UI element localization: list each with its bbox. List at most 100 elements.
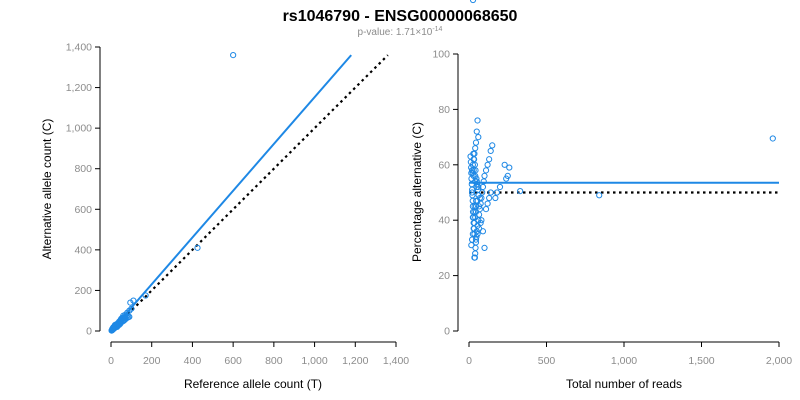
left-xtick-label: 600 bbox=[224, 355, 242, 367]
right-data-point bbox=[482, 167, 490, 174]
p-value-exponent: -14 bbox=[432, 26, 442, 33]
right-data-point bbox=[481, 172, 488, 179]
p-value-mantissa: 1.71×10 bbox=[396, 27, 433, 38]
left-xtick-group: 0 200 400 600 800 1,000 1,200 1,400 bbox=[108, 342, 409, 367]
left-ytick-label: 400 bbox=[74, 244, 92, 256]
left-data-point bbox=[126, 307, 133, 314]
left-ytick-label: 600 bbox=[74, 204, 92, 216]
right-data-point bbox=[474, 230, 481, 238]
right-chart: 0 20 40 60 80 100 0 500 1,000 1,500 2,000 Total n… bbox=[410, 0, 792, 391]
right-data-point bbox=[470, 150, 477, 157]
right-lines-group bbox=[469, 181, 779, 194]
right-data-point bbox=[484, 161, 491, 168]
right-data-point bbox=[506, 164, 513, 171]
left-ytick-label: 0 bbox=[86, 326, 92, 338]
right-data-point bbox=[473, 128, 480, 135]
left-xtick-label: 0 bbox=[108, 355, 114, 367]
left-xtick-label: 200 bbox=[143, 355, 161, 367]
right-ytick-label: 100 bbox=[432, 49, 450, 61]
right-data-point bbox=[469, 214, 476, 221]
left-fit-line bbox=[110, 54, 352, 332]
right-data-point bbox=[472, 139, 480, 146]
left-ytick-label: 800 bbox=[74, 163, 92, 175]
right-xtick-label: 500 bbox=[538, 355, 556, 367]
left-data-point bbox=[130, 297, 137, 304]
p-value-subtitle: p-value: 1.71×10-14 bbox=[358, 26, 443, 38]
left-data-point bbox=[230, 52, 237, 59]
left-xtick-label: 800 bbox=[265, 355, 283, 367]
right-data-point bbox=[769, 135, 776, 142]
left-points-group bbox=[108, 52, 237, 334]
right-data-point bbox=[475, 134, 482, 141]
right-data-point bbox=[596, 192, 603, 199]
right-data-point bbox=[475, 203, 483, 210]
right-data-point bbox=[472, 250, 479, 257]
right-data-point bbox=[484, 200, 491, 207]
right-ytick-group: 0 20 40 60 80 100 bbox=[432, 49, 458, 338]
right-data-point bbox=[492, 194, 499, 202]
p-value-label: p-value: bbox=[358, 27, 396, 38]
left-ytick-label: 1,200 bbox=[66, 82, 92, 94]
right-data-point bbox=[486, 194, 493, 202]
right-data-point bbox=[482, 206, 490, 213]
left-data-point bbox=[126, 313, 133, 320]
left-xtick-label: 400 bbox=[184, 355, 202, 367]
figure-title: rs1046790 - ENSG00000068650 bbox=[283, 8, 518, 25]
left-xtick-label: 1,000 bbox=[301, 355, 327, 367]
right-x-axis-label: Total number of reads bbox=[566, 377, 682, 391]
right-data-point bbox=[477, 219, 484, 227]
right-xtick-label: 0 bbox=[466, 355, 472, 367]
right-data-point bbox=[472, 145, 479, 152]
left-data-point bbox=[109, 326, 116, 333]
left-data-point bbox=[120, 317, 127, 324]
right-data-point bbox=[489, 142, 496, 149]
right-data-point bbox=[468, 242, 475, 249]
right-data-point bbox=[474, 117, 481, 124]
left-chart: 0 200 400 600 800 1,000 1,200 1,400 0 200 400 600 8… bbox=[40, 42, 409, 392]
right-data-point bbox=[481, 244, 488, 251]
left-xtick-label: 1,200 bbox=[342, 355, 368, 367]
right-xtick-label: 1,500 bbox=[688, 355, 714, 367]
right-data-point bbox=[469, 170, 476, 177]
left-reference-line bbox=[110, 54, 389, 332]
left-y-axis-label: Alternative allele count (C) bbox=[40, 119, 54, 260]
right-ytick-label: 80 bbox=[438, 104, 450, 116]
right-data-point bbox=[475, 192, 482, 199]
right-data-point bbox=[473, 197, 480, 204]
right-points-group bbox=[467, 0, 776, 261]
left-ytick-label: 200 bbox=[74, 285, 92, 297]
left-data-point bbox=[142, 292, 149, 299]
left-ytick-label: 1,000 bbox=[66, 123, 92, 135]
right-data-point bbox=[501, 161, 508, 168]
left-data-point bbox=[194, 244, 201, 251]
right-data-point bbox=[478, 217, 485, 224]
left-ytick-group: 0 200 400 600 800 1,000 1,200 1,400 bbox=[66, 42, 100, 338]
right-xtick-label: 2,000 bbox=[766, 355, 792, 367]
right-data-point bbox=[503, 175, 510, 182]
right-data-point bbox=[496, 183, 504, 191]
right-ytick-label: 40 bbox=[438, 215, 450, 227]
right-ytick-label: 60 bbox=[438, 159, 450, 171]
right-data-point bbox=[487, 189, 494, 196]
right-data-point bbox=[471, 203, 478, 210]
right-ytick-label: 0 bbox=[444, 326, 450, 338]
left-lines-group bbox=[110, 54, 389, 332]
left-x-axis-label: Reference allele count (T) bbox=[184, 377, 322, 391]
right-data-point bbox=[493, 189, 500, 196]
right-data-point bbox=[486, 156, 493, 163]
right-data-point bbox=[472, 236, 480, 243]
right-data-point bbox=[479, 228, 487, 235]
left-data-point bbox=[128, 305, 135, 312]
right-data-point bbox=[517, 188, 524, 195]
right-y-axis-label: Percentage alternative (C) bbox=[410, 122, 424, 262]
right-xtick-group: 0 500 1,000 1,500 2,000 bbox=[466, 342, 792, 367]
right-data-point bbox=[469, 189, 476, 196]
left-xtick-label: 1,400 bbox=[383, 355, 409, 367]
right-data-point bbox=[487, 147, 494, 155]
left-data-point bbox=[112, 322, 119, 329]
right-xtick-label: 1,000 bbox=[611, 355, 637, 367]
left-data-point bbox=[127, 299, 134, 306]
right-data-point bbox=[469, 0, 477, 4]
right-data-point bbox=[471, 254, 478, 261]
